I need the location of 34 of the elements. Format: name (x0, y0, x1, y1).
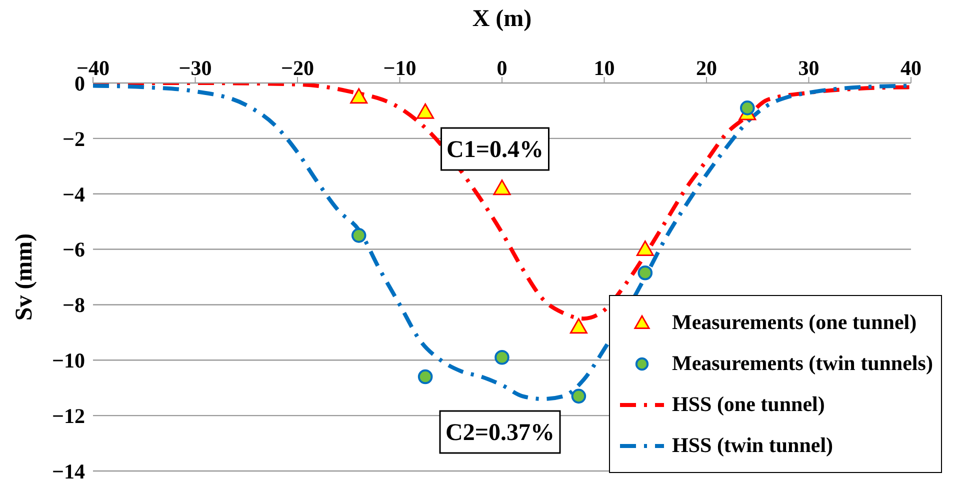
y-tick-label: −6 (62, 238, 85, 262)
y-axis-title: Sv (mm) (12, 233, 38, 321)
y-tick-label: −14 (52, 459, 86, 482)
point (418, 369, 433, 384)
point (636, 240, 654, 256)
point (494, 350, 510, 365)
point (570, 318, 588, 334)
annotation: C1=0.4% (446, 137, 544, 163)
x-tick-label: 10 (594, 56, 615, 80)
legend-label: Measurements (one tunnel) (672, 310, 917, 335)
point (416, 103, 434, 119)
y-tick-label: −4 (62, 182, 86, 206)
legend-label: HSS (one tunnel) (672, 392, 825, 417)
point (571, 388, 586, 404)
legend-label: HSS (twin tunnel) (672, 433, 834, 458)
x-tick-label: −20 (281, 56, 314, 80)
x-tick-label: −30 (178, 56, 212, 80)
x-tick-label: 40 (900, 56, 922, 80)
point (350, 88, 368, 104)
y-tick-label: −12 (52, 404, 85, 428)
point (638, 265, 653, 280)
x-tick-label: −10 (383, 56, 416, 80)
point (493, 180, 511, 196)
point (351, 228, 366, 243)
y-tick-label: −8 (62, 293, 85, 318)
x-tick-label: 30 (798, 56, 820, 80)
annotation: C2=0.37% (445, 420, 555, 446)
x-tick-label: 20 (696, 56, 717, 80)
y-tick-label: −10 (52, 348, 85, 373)
x-tick-label: 0 (496, 56, 508, 80)
legend-label: Measurements (twin tunnels) (672, 351, 933, 376)
y-tick-label: −2 (62, 126, 85, 151)
point (740, 100, 755, 116)
x-axis-title: X (m) (472, 6, 532, 32)
